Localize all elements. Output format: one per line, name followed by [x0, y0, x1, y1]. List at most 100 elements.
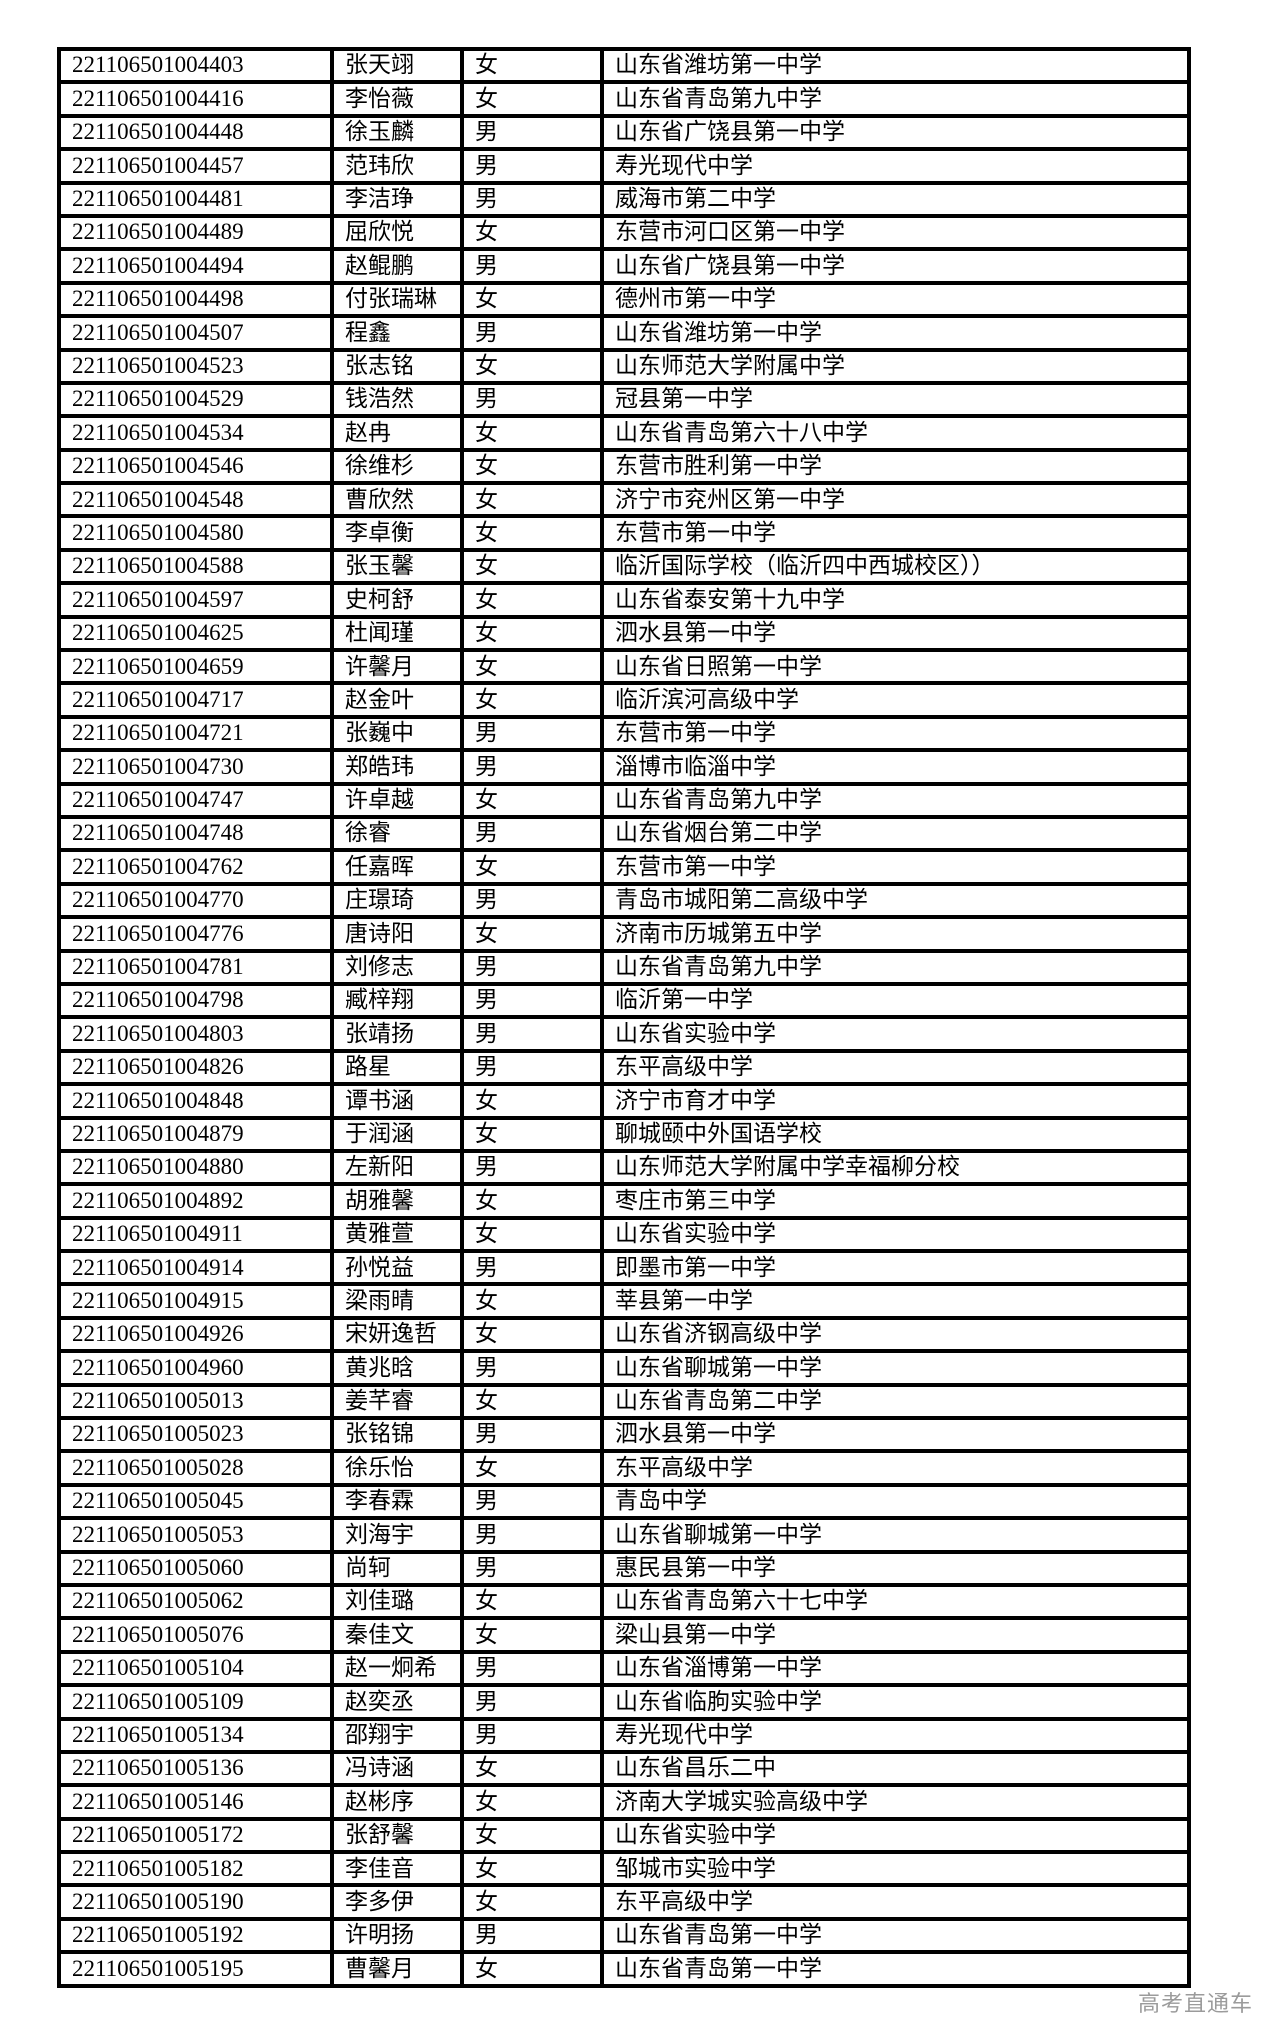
exam-id-cell: 221106501005053 — [59, 1518, 332, 1552]
gender-cell: 女 — [462, 483, 602, 517]
table-row: 221106501004911 黄雅萱女山东省实验中学 — [59, 1217, 1189, 1252]
table-row: 221106501005146 赵彬序女济南大学城实验高级中学 — [59, 1785, 1189, 1819]
table-row: 221106501005192 许明扬男山东省青岛第一中学 — [59, 1918, 1189, 1953]
school-cell: 济南市历城第五中学 — [602, 917, 1189, 951]
exam-id-cell: 221106501004803 — [59, 1017, 332, 1051]
name-cell: 张靖扬 — [332, 1017, 462, 1051]
exam-id-cell: 221106501004911 — [59, 1217, 332, 1252]
school-cell: 泗水县第一中学 — [602, 616, 1189, 651]
exam-id-cell: 221106501004498 — [59, 282, 332, 317]
school-cell: 东平高级中学 — [602, 1050, 1189, 1085]
school-cell: 山东省临朐实验中学 — [602, 1685, 1189, 1719]
exam-id-cell: 221106501005146 — [59, 1785, 332, 1819]
table-row: 221106501004523 张志铭女山东师范大学附属中学 — [59, 349, 1189, 383]
name-cell: 李洁琤 — [332, 182, 462, 216]
exam-id-cell: 221106501004588 — [59, 549, 332, 584]
exam-id-cell: 221106501005172 — [59, 1818, 332, 1853]
name-cell: 赵冉 — [332, 416, 462, 450]
name-cell: 刘海宇 — [332, 1518, 462, 1552]
school-cell: 山东省青岛第六十八中学 — [602, 416, 1189, 450]
table-row: 221106501004546 徐维杉女东营市胜利第一中学 — [59, 449, 1189, 484]
exam-id-cell: 221106501005134 — [59, 1718, 332, 1752]
exam-id-cell: 221106501005190 — [59, 1885, 332, 1919]
exam-id-cell: 221106501004494 — [59, 249, 332, 283]
name-cell: 姜芊睿 — [332, 1384, 462, 1419]
exam-id-cell: 221106501004915 — [59, 1284, 332, 1318]
exam-id-cell: 221106501005104 — [59, 1651, 332, 1686]
exam-id-cell: 221106501004625 — [59, 616, 332, 651]
table-row: 221106501004717 赵金叶女临沂滨河高级中学 — [59, 683, 1189, 717]
name-cell: 徐乐怡 — [332, 1451, 462, 1485]
table-row: 221106501005053 刘海宇男山东省聊城第一中学 — [59, 1518, 1189, 1552]
gender-cell: 男 — [462, 1685, 602, 1719]
name-cell: 张巍中 — [332, 716, 462, 751]
exam-id-cell: 221106501004914 — [59, 1251, 332, 1285]
school-cell: 梁山县第一中学 — [602, 1618, 1189, 1652]
student-table-body: 221106501004403 张天翊女山东省潍坊第一中学 221106501004… — [59, 49, 1189, 1986]
name-cell: 张天翊 — [332, 49, 462, 83]
gender-cell: 男 — [462, 1150, 602, 1185]
table-row: 221106501005109 赵奕丞男山东省临朐实验中学 — [59, 1685, 1189, 1719]
name-cell: 臧梓翔 — [332, 983, 462, 1018]
name-cell: 许明扬 — [332, 1918, 462, 1953]
school-cell: 山东省淄博第一中学 — [602, 1651, 1189, 1686]
exam-id-cell: 221106501004926 — [59, 1317, 332, 1352]
exam-id-cell: 221106501004748 — [59, 816, 332, 851]
gender-cell: 女 — [462, 349, 602, 383]
table-row: 221106501004748 徐睿男山东省烟台第二中学 — [59, 816, 1189, 851]
exam-id-cell: 221106501004457 — [59, 149, 332, 183]
table-row: 221106501004403 张天翊女山东省潍坊第一中学 — [59, 49, 1189, 83]
table-row: 221106501004960 黄兆晗男山东省聊城第一中学 — [59, 1351, 1189, 1385]
school-cell: 泗水县第一中学 — [602, 1418, 1189, 1452]
gender-cell: 男 — [462, 883, 602, 918]
gender-cell: 女 — [462, 850, 602, 884]
table-row: 221106501004848 谭书涵女济宁市育才中学 — [59, 1084, 1189, 1118]
name-cell: 张铭锦 — [332, 1418, 462, 1452]
school-cell: 山东师范大学附属中学 — [602, 349, 1189, 383]
gender-cell: 女 — [462, 1952, 602, 1986]
table-row: 221106501004770 庄璟琦男青岛市城阳第二高级中学 — [59, 883, 1189, 918]
gender-cell: 男 — [462, 1351, 602, 1385]
gender-cell: 女 — [462, 82, 602, 116]
school-cell: 山东省潍坊第一中学 — [602, 316, 1189, 350]
name-cell: 孙悦益 — [332, 1251, 462, 1285]
table-row: 221106501005136 冯诗涵女山东省昌乐二中 — [59, 1751, 1189, 1786]
gender-cell: 女 — [462, 416, 602, 450]
name-cell: 左新阳 — [332, 1150, 462, 1185]
gender-cell: 男 — [462, 1418, 602, 1452]
name-cell: 许卓越 — [332, 783, 462, 817]
school-cell: 山东省潍坊第一中学 — [602, 49, 1189, 83]
exam-id-cell: 221106501004717 — [59, 683, 332, 717]
name-cell: 杜闻瑾 — [332, 616, 462, 651]
gender-cell: 女 — [462, 49, 602, 83]
exam-id-cell: 221106501005062 — [59, 1584, 332, 1619]
name-cell: 曹欣然 — [332, 483, 462, 517]
name-cell: 赵彬序 — [332, 1785, 462, 1819]
name-cell: 李多伊 — [332, 1885, 462, 1919]
gender-cell: 女 — [462, 1785, 602, 1819]
gender-cell: 女 — [462, 1852, 602, 1886]
gender-cell: 女 — [462, 1584, 602, 1619]
gender-cell: 男 — [462, 1484, 602, 1519]
table-row: 221106501005172 张舒馨女山东省实验中学 — [59, 1818, 1189, 1853]
gender-cell: 女 — [462, 683, 602, 717]
exam-id-cell: 221106501004721 — [59, 716, 332, 751]
exam-id-cell: 221106501005045 — [59, 1484, 332, 1519]
table-row: 221106501004529 钱浩然男冠县第一中学 — [59, 382, 1189, 417]
school-cell: 威海市第二中学 — [602, 182, 1189, 216]
exam-id-cell: 221106501005076 — [59, 1618, 332, 1652]
table-row: 221106501005190 李多伊女东平高级中学 — [59, 1885, 1189, 1919]
school-cell: 济宁市育才中学 — [602, 1084, 1189, 1118]
gender-cell: 女 — [462, 783, 602, 817]
table-row: 221106501004625 杜闻瑾女泗水县第一中学 — [59, 616, 1189, 651]
school-cell: 山东省青岛第九中学 — [602, 82, 1189, 116]
gender-cell: 男 — [462, 382, 602, 417]
exam-id-cell: 221106501004448 — [59, 115, 332, 150]
exam-id-cell: 221106501004580 — [59, 516, 332, 550]
name-cell: 范玮欣 — [332, 149, 462, 183]
school-cell: 青岛中学 — [602, 1484, 1189, 1519]
school-cell: 山东省昌乐二中 — [602, 1751, 1189, 1786]
name-cell: 宋妍逸哲 — [332, 1317, 462, 1352]
name-cell: 史柯舒 — [332, 583, 462, 617]
